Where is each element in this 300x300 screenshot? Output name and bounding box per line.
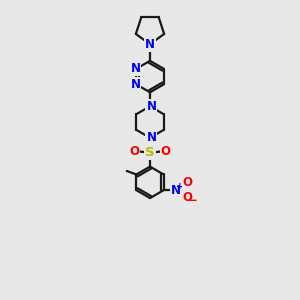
Text: O: O: [183, 191, 193, 204]
Text: O: O: [183, 176, 193, 189]
Text: S: S: [145, 146, 155, 159]
Text: N: N: [130, 62, 140, 75]
Text: −: −: [188, 194, 198, 207]
Text: N: N: [171, 184, 181, 197]
Text: N: N: [146, 100, 156, 113]
Text: N: N: [146, 131, 156, 144]
Text: O: O: [129, 145, 139, 158]
Text: +: +: [176, 182, 184, 191]
Text: N: N: [130, 78, 140, 91]
Text: N: N: [145, 38, 155, 51]
Text: O: O: [161, 145, 171, 158]
